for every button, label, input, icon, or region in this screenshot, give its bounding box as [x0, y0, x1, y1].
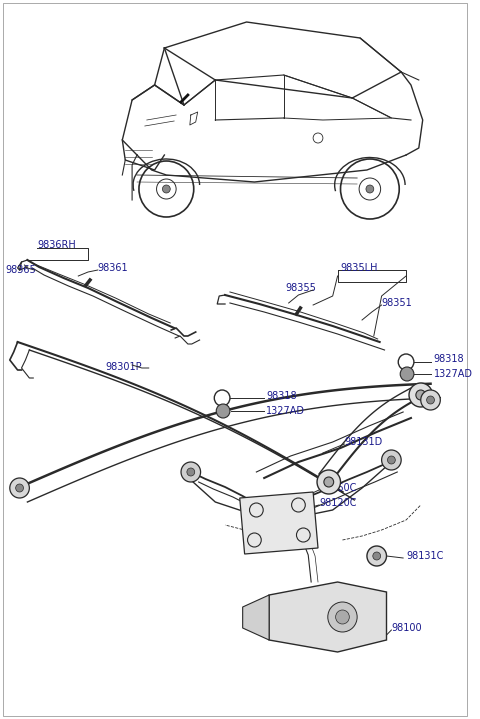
Circle shape — [373, 552, 381, 560]
Text: 98365: 98365 — [5, 265, 36, 275]
Circle shape — [409, 383, 432, 407]
Circle shape — [427, 396, 434, 404]
Text: 98301P: 98301P — [106, 362, 142, 372]
Circle shape — [10, 478, 29, 498]
Polygon shape — [240, 492, 318, 554]
Circle shape — [421, 390, 440, 410]
Text: 9836RH: 9836RH — [37, 240, 76, 250]
Text: 98131D: 98131D — [345, 437, 383, 447]
Circle shape — [387, 456, 396, 464]
Text: 98355: 98355 — [286, 283, 317, 293]
Circle shape — [317, 470, 340, 494]
Circle shape — [416, 390, 426, 400]
Text: 98160C: 98160C — [319, 483, 356, 493]
Text: 1327AD: 1327AD — [433, 369, 472, 379]
Circle shape — [181, 462, 201, 482]
Text: 98351: 98351 — [382, 298, 412, 308]
Text: 98131C: 98131C — [406, 551, 444, 561]
Circle shape — [336, 610, 349, 624]
Circle shape — [366, 185, 374, 193]
Text: 98318: 98318 — [433, 354, 464, 364]
Circle shape — [400, 367, 414, 381]
Text: 98100: 98100 — [391, 623, 422, 633]
Circle shape — [382, 450, 401, 470]
Circle shape — [216, 404, 230, 418]
Text: 1327AD: 1327AD — [266, 406, 305, 416]
Text: 98318: 98318 — [266, 391, 297, 401]
Circle shape — [328, 602, 357, 632]
Circle shape — [187, 468, 195, 476]
Text: 98120C: 98120C — [319, 498, 357, 508]
Polygon shape — [269, 582, 386, 652]
Polygon shape — [243, 595, 269, 640]
Circle shape — [16, 484, 24, 492]
Circle shape — [367, 546, 386, 566]
Text: 98361: 98361 — [98, 263, 129, 273]
Circle shape — [162, 185, 170, 193]
Text: 9835LH: 9835LH — [340, 263, 378, 273]
Circle shape — [324, 477, 334, 487]
